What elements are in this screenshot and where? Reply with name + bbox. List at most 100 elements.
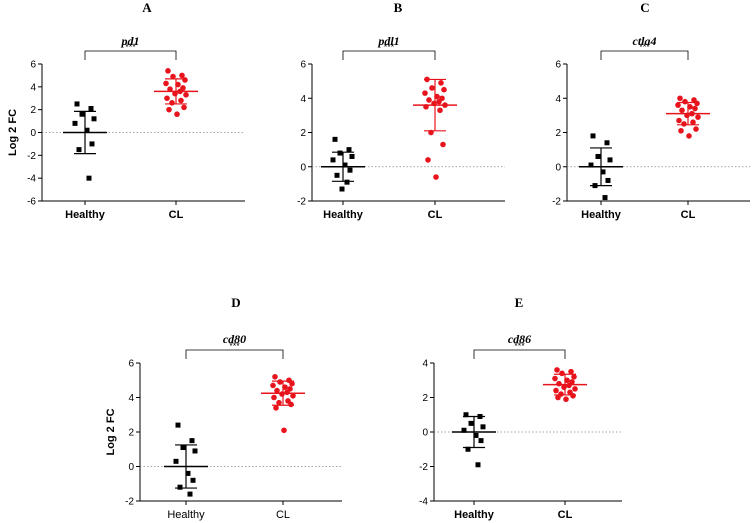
data-point-healthy [607,157,613,163]
significance-bracket [600,50,689,60]
data-point-cl [690,119,696,126]
data-point-healthy [602,195,608,201]
x-tick-label: CL [276,509,290,521]
y-tick-label: -2 [125,497,134,508]
data-point-cl [169,100,175,106]
y-tick-label: -2 [419,462,428,473]
data-point-cl [570,392,576,399]
data-point-cl [272,374,278,380]
data-point-cl [274,387,280,394]
data-point-cl [425,157,431,163]
data-point-cl [686,133,692,139]
y-tick-label: 4 [555,94,561,105]
data-point-cl [679,107,685,114]
chart-title: pdl1 [377,34,399,48]
data-point-healthy [339,186,345,192]
data-point-cl [288,401,294,408]
x-tick-label: CL [558,509,573,521]
data-point-cl [175,81,181,88]
y-axis-label: Log 2 FC [105,408,117,455]
data-point-cl [440,141,446,148]
data-point-cl [165,68,171,74]
x-tick-label: Healthy [65,209,106,221]
data-point-healthy [461,427,467,433]
data-point-cl [426,97,432,103]
chart-title: ctla4 [633,34,657,48]
data-point-healthy [89,141,95,147]
data-point-cl [694,100,700,107]
data-point-healthy [346,147,352,153]
x-tick-label: CL [428,209,443,221]
data-point-cl [163,80,169,87]
y-tick-label: 2 [30,105,36,116]
data-point-healthy [473,432,479,438]
data-point-cl [279,391,285,397]
data-point-cl [692,105,698,112]
data-point-cl [433,174,439,180]
data-point-healthy [349,153,355,159]
panel-letter: D [231,295,240,310]
data-point-healthy [72,120,78,126]
data-point-cl [675,102,681,108]
significance-label: *** [384,42,395,52]
data-point-healthy [74,101,80,107]
x-tick-label: Healthy [581,209,622,221]
y-tick-label: 2 [422,393,428,404]
y-tick-label: 4 [300,94,306,105]
data-point-cl [170,73,176,80]
data-point-cl [681,121,687,127]
data-point-healthy [478,438,484,444]
y-tick-label: 2 [128,428,134,439]
data-point-healthy [604,140,610,146]
y-tick-label: 0 [30,128,36,139]
data-point-healthy [84,127,90,133]
chart-title: pd1 [121,34,140,48]
y-tick-label: -2 [27,151,36,162]
data-point-healthy [600,169,606,175]
data-point-cl [441,86,447,93]
y-tick-label: -4 [419,497,428,508]
significance-label: *** [514,341,525,351]
significance-bracket [84,50,177,60]
y-tick-label: 4 [30,82,36,93]
data-point-cl [552,375,558,382]
data-point-cl [555,394,561,401]
data-point-cl [174,111,180,118]
data-point-cl [678,127,684,134]
data-point-cl [284,389,290,396]
data-point-healthy [480,424,486,430]
data-point-cl [277,379,283,385]
y-tick-label: 6 [555,60,561,71]
data-point-healthy [76,147,82,153]
x-tick-label: Healthy [167,509,205,521]
y-tick-label: 0 [128,462,134,473]
y-tick-label: 6 [30,60,36,71]
data-point-cl [290,392,296,399]
y-tick-label: 4 [128,393,134,404]
y-tick-label: -2 [552,197,561,208]
panel-letter: C [640,0,649,15]
y-tick-label: 6 [128,359,134,370]
data-point-cl [563,396,569,403]
data-point-healthy [185,470,191,476]
data-point-cl [676,117,682,124]
y-tick-label: -6 [27,197,36,208]
data-point-cl [182,77,188,83]
data-point-healthy [463,412,469,418]
data-point-healthy [465,446,471,452]
data-point-healthy [190,477,196,483]
data-point-healthy [79,111,85,117]
data-point-healthy [332,136,338,142]
significance-bracket [185,349,284,359]
data-point-cl [693,126,699,132]
x-tick-label: CL [169,209,184,221]
data-point-cl [556,380,562,387]
data-point-healthy [175,422,181,428]
data-point-cl [281,427,287,434]
panel-letter: A [142,0,152,15]
